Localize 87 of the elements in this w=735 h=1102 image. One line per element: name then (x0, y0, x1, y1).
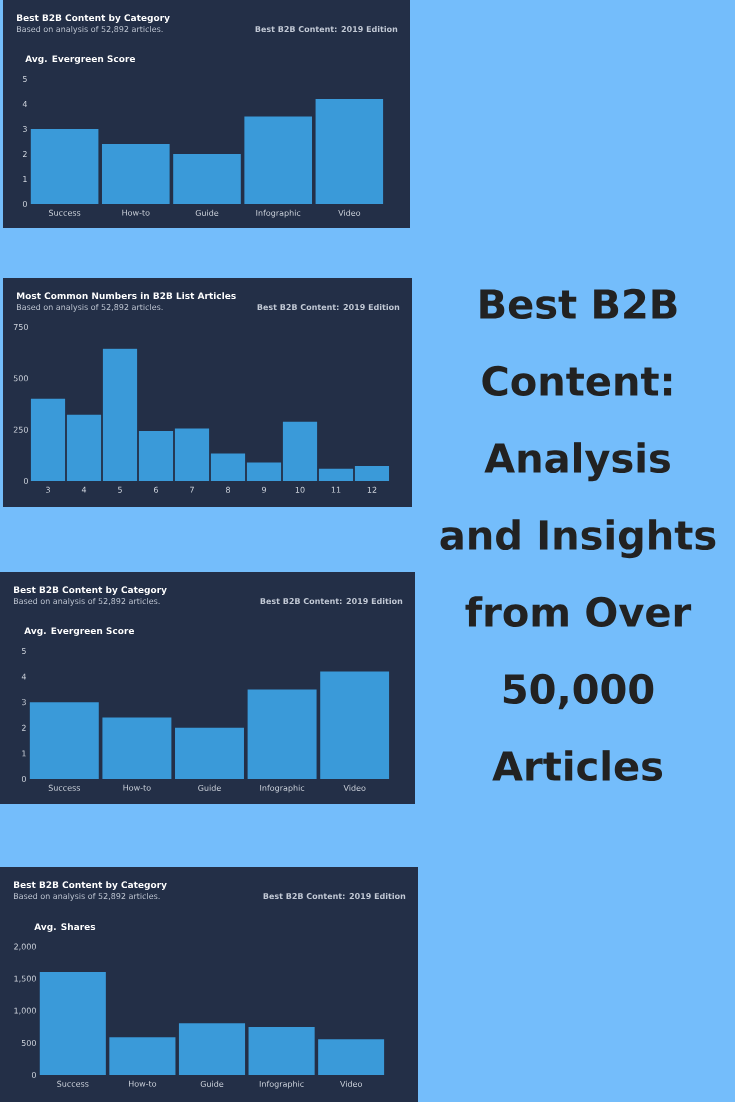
x-tick-label: 3 (46, 486, 50, 493)
chart-title: Best B2B Content by Category (17, 14, 170, 23)
y-tick-label: 2 (22, 151, 27, 157)
bar (210, 453, 246, 481)
bar (354, 466, 390, 481)
bar (282, 421, 318, 481)
y-tick-label: 0 (21, 775, 26, 783)
bar (175, 727, 244, 779)
chart-subtitle: Based on analysis of 52,892 articles. (16, 303, 163, 312)
x-tick-label: 8 (226, 486, 230, 493)
x-tick-label: Video (338, 209, 361, 216)
y-axis-title: Avg. Evergreen Score (25, 55, 136, 64)
y-tick-label: 0 (23, 477, 28, 485)
x-tick-label: 9 (261, 486, 266, 493)
text: Best B2B Content: 2019 Edition (257, 303, 400, 311)
bar (246, 462, 282, 481)
text: Best B2B Content: Analysis and Insights from Over 50,000 Articles (440, 288, 716, 782)
bar (173, 153, 241, 204)
bar (138, 430, 174, 481)
x-tick-label: 4 (81, 486, 87, 493)
chart-subtitle: Based on analysis of 52,892 articles. (13, 597, 160, 606)
y-tick-label: 5 (22, 76, 27, 82)
bar (101, 143, 170, 204)
y-tick-label: 4 (22, 101, 28, 107)
bar (30, 128, 99, 204)
bar (174, 428, 210, 481)
y-tick-label: 5 (21, 648, 26, 654)
chart-title: Best B2B Content by Category (14, 586, 167, 595)
x-tick-label: 6 (154, 486, 159, 493)
y-tick-label: 1,000 (14, 1007, 36, 1015)
x-tick-label: Success (49, 209, 81, 216)
bar (248, 1026, 315, 1075)
x-tick-label: Video (340, 1080, 362, 1087)
x-tick-label: How-to (129, 1080, 157, 1087)
text: Best B2B Content: 2019 Edition (255, 25, 398, 33)
bar (244, 116, 313, 204)
y-tick-label: 4 (21, 673, 27, 680)
y-tick-label: 2 (21, 724, 26, 731)
bar (30, 398, 66, 481)
y-tick-label: 1,500 (14, 975, 36, 983)
x-tick-label: 11 (331, 486, 341, 493)
bar (39, 971, 106, 1075)
x-tick-label: 12 (367, 486, 377, 493)
bar (102, 717, 172, 779)
text: Best B2B Content: 2019 Edition (263, 892, 406, 900)
y-tick-label: 1 (22, 750, 26, 757)
bar (109, 1037, 176, 1075)
x-tick-label: Guide (200, 1080, 224, 1087)
x-tick-label: Infographic (259, 1080, 304, 1089)
x-tick-label: How-to (123, 784, 151, 791)
chart-subtitle: Based on analysis of 52,892 articles. (16, 25, 163, 34)
y-axis-title: Avg. Shares (34, 923, 96, 932)
x-tick-label: 7 (190, 486, 194, 493)
y-tick-label: 250 (13, 426, 28, 433)
x-tick-label: Success (57, 1080, 89, 1087)
bar (66, 414, 102, 481)
x-tick-label: Guide (198, 784, 221, 791)
bar (318, 468, 354, 481)
x-tick-label: Video (343, 784, 366, 791)
chart-subtitle: Based on analysis of 52,892 articles. (13, 892, 160, 901)
text: Best B2B Content: 2019 Edition (260, 597, 403, 605)
y-axis-title: Avg. Evergreen Score (24, 627, 135, 636)
chart-title: Most Common Numbers in B2B List Articles (17, 292, 236, 300)
y-tick-label: 500 (21, 1039, 36, 1047)
bar (29, 702, 99, 779)
y-tick-label: 2,000 (14, 943, 36, 951)
bar (247, 689, 317, 779)
y-tick-label: 3 (21, 699, 26, 706)
x-tick-label: How-to (122, 209, 150, 216)
y-tick-label: 1 (23, 176, 27, 182)
x-tick-label: 5 (118, 486, 122, 493)
bar (315, 98, 384, 204)
y-tick-label: 3 (22, 125, 27, 133)
x-tick-label: Infographic (260, 784, 305, 793)
bar (102, 348, 138, 481)
bar (178, 1023, 246, 1075)
x-tick-label: Success (48, 784, 81, 791)
y-tick-label: 750 (13, 323, 28, 331)
y-tick-label: 500 (13, 375, 28, 382)
x-tick-label: Infographic (256, 209, 301, 218)
bar (318, 1039, 385, 1075)
bar (320, 671, 390, 779)
chart-title: Best B2B Content by Category (14, 881, 167, 890)
x-tick-label: Guide (195, 209, 219, 216)
y-tick-label: 0 (22, 200, 27, 208)
y-tick-label: 0 (31, 1071, 36, 1079)
x-tick-label: 10 (295, 486, 305, 493)
